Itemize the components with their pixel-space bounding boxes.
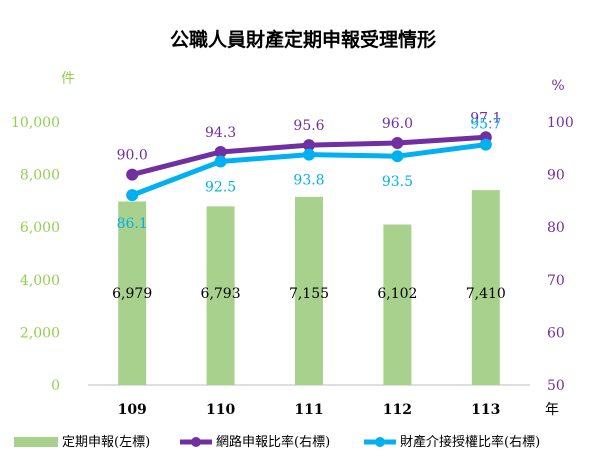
x-axis-unit: 年: [545, 402, 559, 418]
bar-111: [295, 196, 323, 385]
line-value-label: 96.0: [382, 116, 413, 132]
right-tick-label: 60: [547, 325, 565, 341]
x-tick-label: 113: [471, 402, 500, 418]
line-value-label: 86.1: [117, 216, 148, 232]
left-tick-label: 10,000: [11, 115, 60, 131]
line-value-label: 93.5: [382, 174, 413, 190]
line-value-label: 93.8: [293, 173, 324, 189]
left-tick-label: 8,000: [20, 168, 60, 184]
left-tick-label: 0: [51, 378, 60, 394]
right-tick-label: 70: [547, 273, 565, 289]
x-tick-label: 112: [383, 402, 412, 418]
plot-area: 0 2,000 4,000 6,000 8,000 10,000 50 60 70 80 90 100…: [11, 110, 574, 418]
bar-value-label: 7,410: [466, 286, 506, 302]
series-point-1: [391, 137, 404, 150]
bar-109: [118, 201, 147, 385]
legend-label-bar: 定期申報(左標): [62, 435, 150, 450]
left-tick-label: 6,000: [20, 220, 60, 236]
series-point-2: [126, 189, 139, 202]
left-tick-label: 2,000: [20, 325, 60, 341]
series-point-1: [126, 168, 139, 181]
series-point-1: [303, 139, 315, 152]
right-tick-label: 50: [547, 378, 565, 394]
bar-112: [383, 224, 412, 385]
line-value-label: 90.0: [117, 148, 148, 164]
right-tick-label: 80: [547, 220, 565, 236]
line-value-label: 92.5: [205, 179, 236, 195]
series-point-2: [479, 138, 492, 151]
series-point-1: [214, 145, 227, 158]
x-tick-label: 111: [294, 402, 323, 418]
right-tick-label: 100: [547, 115, 574, 131]
bar-value-label: 7,155: [289, 286, 329, 302]
legend-label-line-2: 財產介接授權比率(右標): [400, 434, 540, 450]
line-value-label: 94.3: [205, 125, 236, 141]
left-axis-unit: 件: [61, 71, 75, 87]
right-tick-label: 90: [547, 168, 565, 184]
x-tick-label: 109: [118, 402, 147, 418]
series-point-2: [214, 155, 227, 168]
right-axis-unit: %: [551, 78, 564, 94]
legend-label-line-1: 網路申報比率(右標): [216, 434, 330, 450]
line-value-label: 95.7: [470, 117, 501, 133]
bar-value-label: 6,979: [112, 286, 152, 302]
series-point-2: [391, 150, 404, 163]
series-point-2: [303, 148, 315, 161]
left-tick-label: 4,000: [20, 273, 60, 289]
chart-title: 公職人員財產定期申報受理情形: [170, 28, 436, 51]
legend-swatch-bar: [14, 437, 58, 447]
bar-value-label: 6,793: [201, 286, 241, 302]
bar-110: [206, 206, 235, 385]
legend-marker-line-2: [375, 437, 385, 447]
legend: 定期申報(左標) 網路申報比率(右標) 財產介接授權比率(右標): [14, 434, 540, 450]
legend-marker-line-1: [191, 437, 201, 447]
line-value-label: 95.6: [293, 118, 324, 134]
line-value-label: 97.1: [470, 110, 501, 126]
x-tick-label: 110: [206, 402, 235, 418]
bar-value-label: 6,102: [377, 286, 417, 302]
bar-113: [471, 190, 500, 385]
